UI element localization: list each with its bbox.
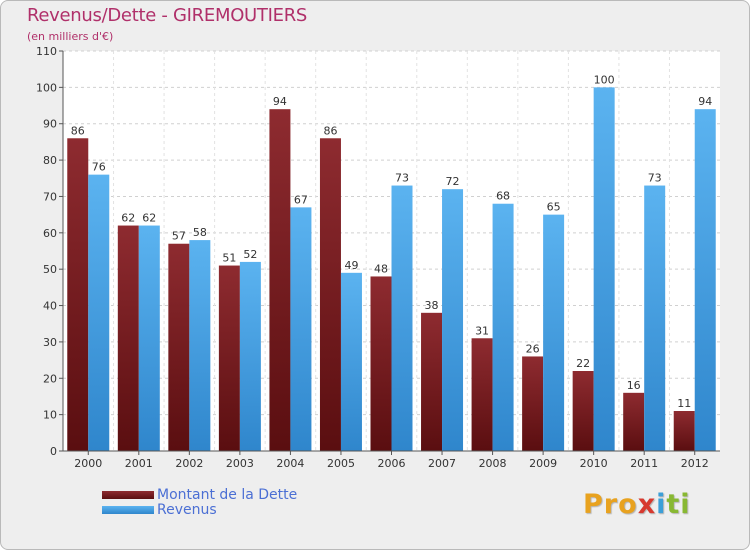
legend-label-dette: Montant de la Dette: [157, 486, 298, 503]
logo-letter: t: [666, 489, 681, 520]
x-tick-label: 2002: [175, 457, 203, 470]
x-tick-label: 2005: [327, 457, 355, 470]
data-label-dette: 86: [71, 124, 85, 137]
bar-dette: [67, 138, 89, 452]
bar-revenus: [189, 240, 211, 451]
y-tick-label: 10: [43, 409, 57, 422]
bar-dette: [673, 411, 695, 451]
y-tick-label: 0: [50, 445, 57, 458]
data-label-dette: 11: [677, 397, 691, 410]
bar-dette: [370, 276, 392, 451]
data-label-revenus: 73: [395, 172, 409, 185]
data-label-revenus: 94: [698, 95, 712, 108]
bar-revenus: [694, 109, 716, 451]
x-tick-label: 2007: [428, 457, 456, 470]
data-label-dette: 16: [627, 379, 641, 392]
data-label-revenus: 52: [243, 248, 257, 261]
x-tick-label: 2003: [226, 457, 254, 470]
bar-revenus: [138, 225, 160, 451]
data-label-dette: 62: [121, 212, 135, 225]
y-tick-label: 20: [43, 372, 57, 385]
y-tick-label: 50: [43, 263, 57, 276]
data-label-dette: 38: [425, 299, 439, 312]
bar-dette: [522, 356, 544, 451]
legend-item-dette: Montant de la Dette: [102, 486, 298, 503]
data-label-revenus: 67: [294, 193, 308, 206]
legend-swatch-revenus: [102, 505, 154, 514]
bar-dette: [117, 225, 139, 451]
data-label-dette: 51: [222, 252, 236, 265]
bar-dette: [319, 138, 341, 452]
bar-revenus: [290, 207, 312, 451]
y-tick-label: 60: [43, 227, 57, 240]
y-tick-label: 100: [36, 81, 57, 94]
y-tick-label: 110: [36, 45, 57, 58]
data-label-revenus: 62: [142, 212, 156, 225]
x-tick-label: 2001: [125, 457, 153, 470]
chart-subtitle: (en milliers d'€): [27, 30, 114, 43]
legend-item-revenus: Revenus: [102, 501, 297, 518]
x-tick-label: 2012: [681, 457, 709, 470]
y-tick-label: 70: [43, 190, 57, 203]
y-tick-label: 80: [43, 154, 57, 167]
data-label-revenus: 76: [92, 161, 106, 174]
legend-label-revenus: Revenus: [157, 501, 217, 518]
data-label-revenus: 49: [344, 259, 358, 272]
bar-revenus: [340, 272, 362, 451]
bar-revenus: [492, 203, 514, 451]
data-label-revenus: 73: [648, 172, 662, 185]
chart-legend: Montant de la Dette Revenus: [102, 486, 298, 518]
legend-swatch-dette: [102, 490, 154, 499]
y-tick-label: 40: [43, 300, 57, 313]
data-label-dette: 26: [526, 342, 540, 355]
logo-letter: r: [603, 489, 619, 520]
bar-dette: [623, 392, 645, 451]
bar-revenus: [239, 261, 261, 451]
data-label-revenus: 100: [594, 73, 615, 86]
data-label-dette: 94: [273, 95, 287, 108]
bar-revenus: [391, 185, 413, 451]
x-tick-label: 2000: [74, 457, 102, 470]
x-tick-label: 2010: [580, 457, 608, 470]
data-label-revenus: 65: [547, 201, 561, 214]
logo-letter: o: [618, 489, 638, 520]
bar-dette: [218, 265, 240, 451]
data-label-revenus: 58: [193, 226, 207, 239]
data-label-revenus: 68: [496, 190, 510, 203]
x-tick-label: 2008: [479, 457, 507, 470]
bar-dette: [471, 338, 493, 451]
y-tick-label: 30: [43, 336, 57, 349]
logo-letter: P: [583, 489, 604, 520]
bar-revenus: [543, 214, 565, 451]
logo-letter: i: [656, 489, 667, 520]
x-tick-label: 2011: [630, 457, 658, 470]
chart-title: Revenus/Dette - GIREMOUTIERS: [27, 5, 308, 26]
bar-revenus: [442, 189, 464, 451]
bar-revenus: [88, 174, 110, 452]
bar-dette: [572, 371, 594, 451]
bar-dette: [269, 109, 291, 451]
data-label-dette: 48: [374, 262, 388, 275]
bar-dette: [168, 243, 190, 451]
data-label-dette: 86: [323, 124, 337, 137]
x-tick-label: 2009: [529, 457, 557, 470]
bar-revenus: [644, 185, 666, 451]
data-label-dette: 22: [576, 357, 590, 370]
y-tick-label: 90: [43, 118, 57, 131]
proxiti-logo: Proxiti: [583, 489, 691, 520]
x-tick-label: 2004: [276, 457, 304, 470]
logo-letter: x: [637, 489, 657, 520]
x-tick-label: 2006: [378, 457, 406, 470]
bar-revenus: [593, 87, 615, 451]
data-label-dette: 31: [475, 324, 489, 337]
data-label-dette: 57: [172, 230, 186, 243]
data-label-revenus: 72: [446, 175, 460, 188]
bar-dette: [421, 312, 443, 451]
logo-letter: i: [680, 489, 691, 520]
